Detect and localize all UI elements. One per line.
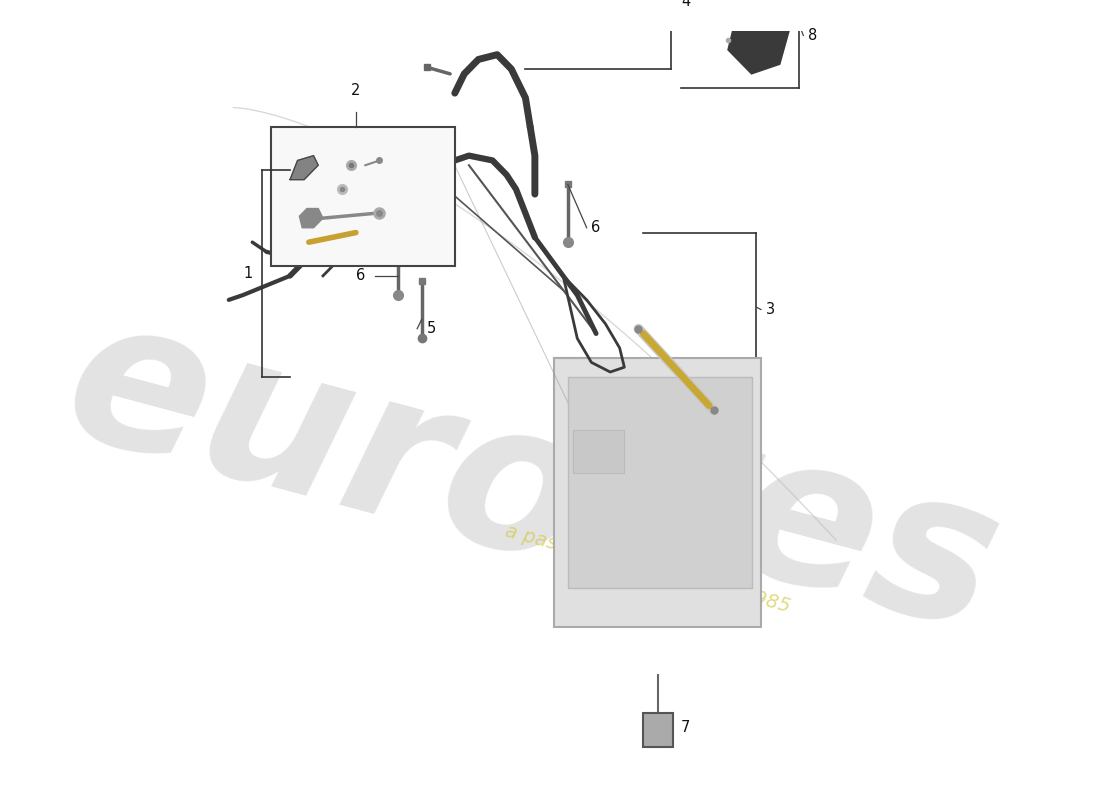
Polygon shape — [299, 209, 323, 228]
Text: res: res — [616, 387, 1019, 674]
Text: a passion for parts since 1985: a passion for parts since 1985 — [503, 522, 793, 617]
Polygon shape — [290, 156, 318, 180]
Text: 6: 6 — [356, 268, 365, 283]
Text: 6: 6 — [592, 220, 601, 235]
Text: 4: 4 — [681, 0, 690, 10]
Text: 5: 5 — [427, 322, 436, 336]
Bar — [644, 714, 673, 747]
Text: 7: 7 — [681, 720, 690, 735]
Text: 2: 2 — [351, 83, 361, 98]
Text: euro: euro — [46, 279, 608, 609]
Bar — [553, 358, 761, 627]
Bar — [568, 377, 751, 589]
Bar — [272, 126, 454, 266]
Bar — [304, 0, 507, 11]
Text: 3: 3 — [766, 302, 774, 317]
Text: 1: 1 — [243, 266, 252, 281]
Polygon shape — [728, 11, 789, 74]
Text: 8: 8 — [808, 28, 817, 43]
Bar — [573, 430, 625, 473]
